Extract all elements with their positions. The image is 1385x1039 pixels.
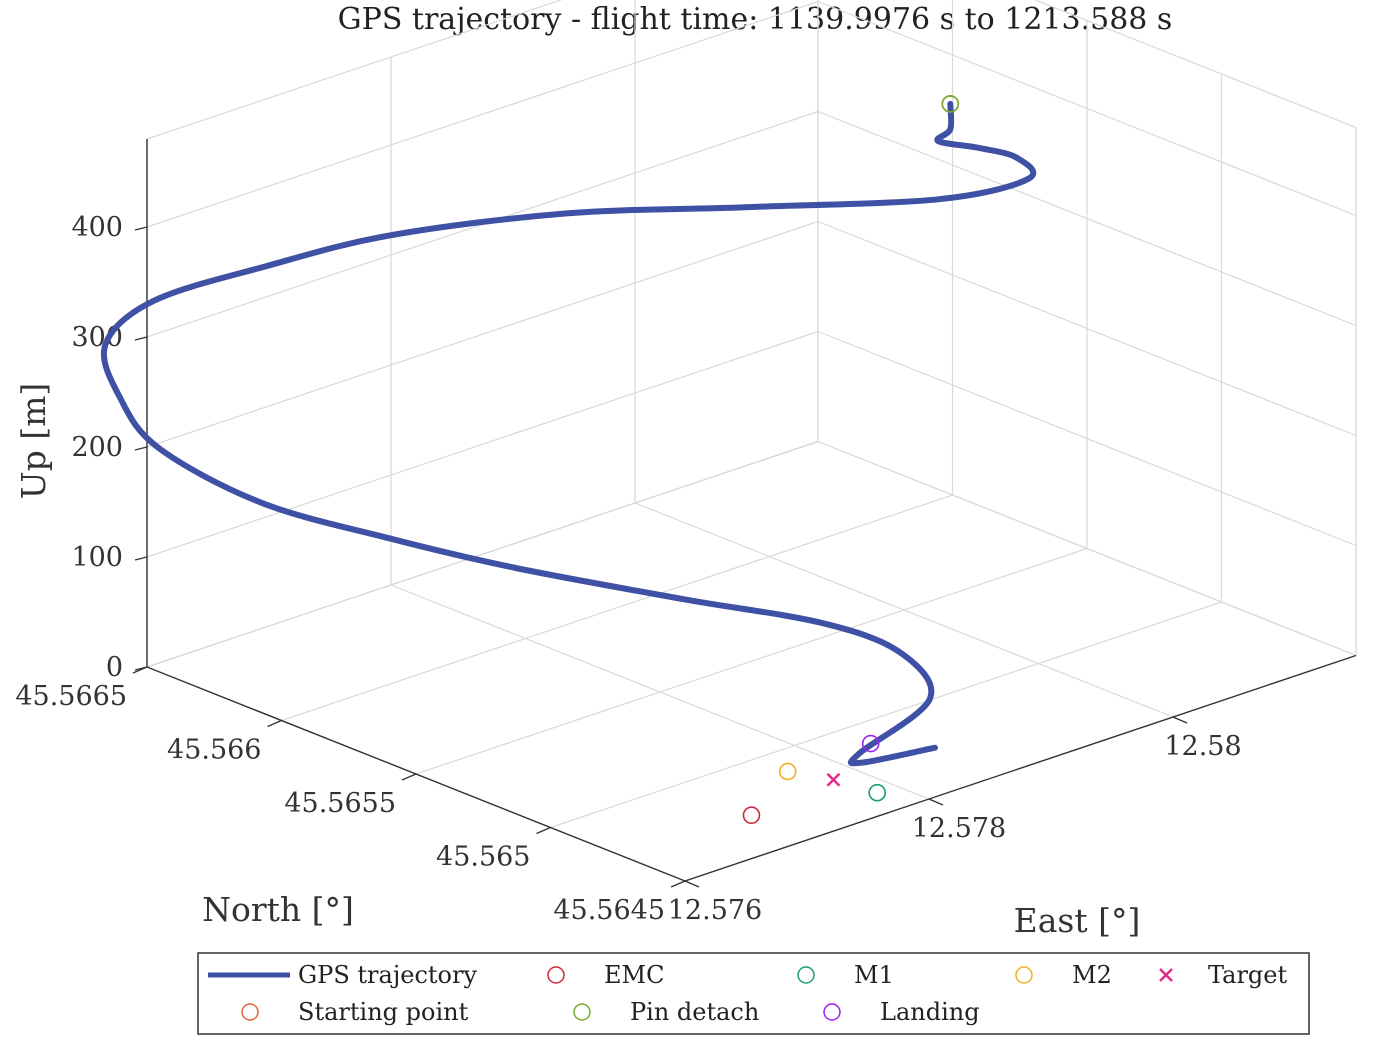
box-edge: [817, 440, 1357, 657]
grid-line: [817, 110, 1357, 327]
grid-line: [146, 220, 819, 448]
legend-x-swatch: [1159, 968, 1173, 982]
legend: GPS trajectory EMC M1 M2 Target Starting poin…: [197, 952, 1310, 1035]
marker-emc: [742, 806, 761, 825]
y-tick-label: 45.5655: [284, 788, 396, 819]
grid-line: [817, 0, 1357, 217]
y-tick-label: 45.565: [436, 842, 530, 873]
grid-line: [550, 601, 1222, 829]
legend-label: M1: [854, 961, 894, 989]
x-axis-label: East [°]: [1014, 901, 1141, 940]
box-edge: [146, 0, 563, 140]
series-line-gps-trajectory: [101, 100, 1037, 767]
legend-entry-m1: M1: [797, 961, 894, 989]
legend-entry-gps-trajectory: GPS trajectory: [208, 961, 477, 989]
grid-line: [415, 547, 1088, 775]
x-tick-mark: [1172, 716, 1188, 724]
z-tick-mark: [134, 666, 148, 671]
grid-lines: [146, 0, 1357, 882]
z-tick-label: 0: [106, 652, 123, 683]
marker-landing: [861, 734, 880, 753]
legend-entry-starting-point: Starting point: [241, 998, 469, 1026]
marker-m2: [778, 762, 797, 781]
y-axis-label: North [°]: [202, 890, 354, 929]
marker-m1: [868, 783, 887, 802]
marker-layer: [742, 95, 960, 825]
marker-pin-detach: [941, 95, 960, 113]
legend-label: Starting point: [298, 998, 469, 1026]
y-tick-label: 45.5665: [15, 681, 127, 712]
legend-circle-swatch: [797, 966, 815, 984]
legend-entry-landing: Landing: [823, 998, 980, 1026]
tick-labels: 12.576 12.578 12.58 45.5645 45.565 45.5655 45.…: [15, 212, 1241, 926]
z-tick-mark: [134, 446, 148, 451]
legend-label: Target: [1208, 961, 1287, 989]
legend-circle-swatch: [547, 966, 565, 984]
legend-entry-target: Target: [1159, 961, 1287, 989]
x-tick-label: 12.58: [1164, 731, 1241, 762]
y-tick-mark: [536, 826, 551, 835]
grid-line: [817, 330, 1357, 547]
legend-circle-swatch: [823, 1003, 841, 1021]
legend-circle-swatch: [573, 1003, 591, 1021]
chart-title: GPS trajectory - flight time: 1139.9976 …: [338, 2, 1173, 37]
x-tick-mark: [928, 798, 944, 806]
z-tick-label: 400: [71, 212, 123, 243]
legend-label: Landing: [880, 998, 980, 1026]
box-edge: [1033, 0, 1357, 129]
legend-circle-swatch: [1015, 966, 1033, 984]
legend-entry-m2: M2: [1015, 961, 1112, 989]
grid-line: [281, 494, 953, 722]
legend-label: Pin detach: [630, 998, 759, 1026]
y-tick-label: 45.566: [167, 735, 261, 766]
legend-entry-pin-detach: Pin detach: [573, 998, 759, 1026]
series-layer: [101, 100, 1037, 767]
legend-circle-swatch: [241, 1003, 259, 1021]
z-tick-mark: [134, 556, 148, 561]
marker-target: [826, 772, 841, 787]
grid-line: [146, 0, 819, 228]
x-tick-mark: [684, 880, 700, 888]
z-tick-label: 200: [71, 432, 123, 463]
grid-line: [817, 220, 1357, 437]
target-mark-stroke: [826, 772, 841, 787]
y-tick-label: 45.5645: [553, 895, 665, 926]
grid-line: [146, 330, 819, 558]
x-tick-label: 12.576: [668, 895, 762, 926]
legend-entry-emc: EMC: [547, 961, 664, 989]
y-tick-mark: [670, 880, 686, 888]
x-tick-label: 12.578: [912, 813, 1006, 844]
box-edge: [146, 440, 819, 668]
z-tick-mark: [134, 336, 148, 341]
z-axis-label: Up [m]: [14, 383, 53, 499]
y-tick-mark: [401, 773, 417, 781]
legend-label: EMC: [604, 961, 664, 989]
legend-label: M2: [1072, 961, 1112, 989]
z-tick-label: 100: [71, 542, 123, 573]
y-tick-mark: [267, 719, 282, 728]
legend-box: [197, 952, 1310, 1035]
legend-label: GPS trajectory: [298, 961, 477, 989]
x-axis-line: [684, 654, 1357, 882]
z-tick-mark: [134, 226, 148, 231]
